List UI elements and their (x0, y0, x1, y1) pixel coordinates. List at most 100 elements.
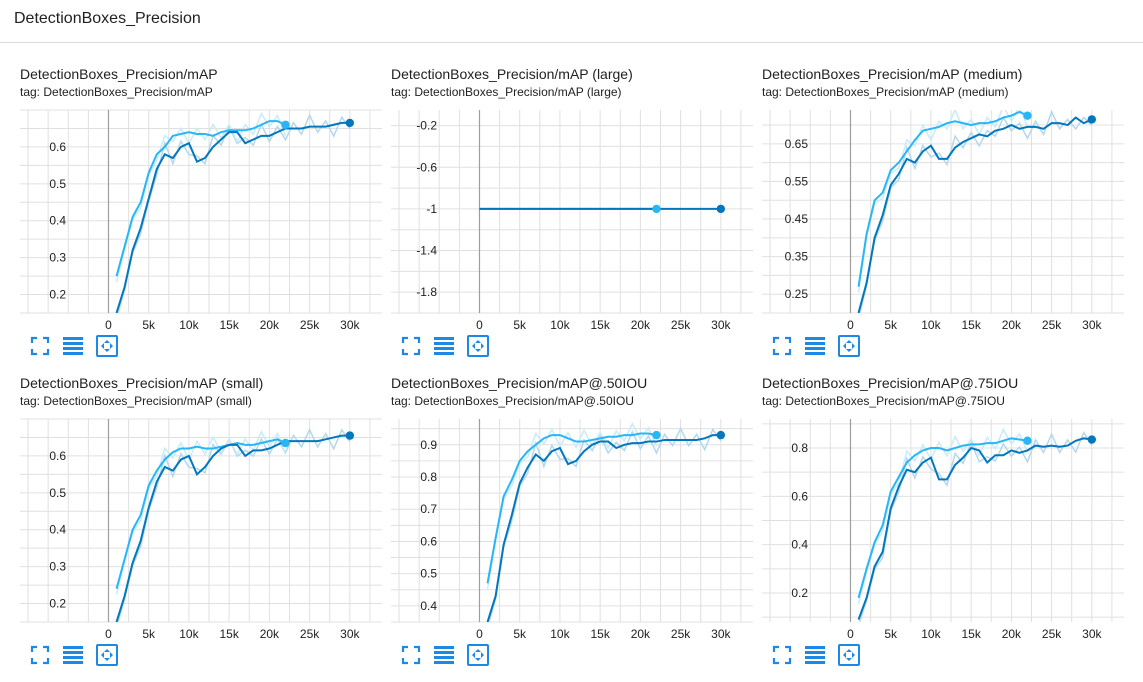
x-tick-label: 25k (1042, 627, 1062, 641)
y-tick-label: 0.9 (420, 438, 437, 452)
y-tick-label: -1 (426, 202, 437, 216)
chart-title: DetectionBoxes_Precision/mAP (medium) (762, 66, 1023, 82)
data-list-icon[interactable] (805, 337, 825, 355)
x-tick-label: 25k (1042, 318, 1062, 332)
fit-domain-icon[interactable] (467, 644, 489, 666)
chart-title: DetectionBoxes_Precision/mAP (large) (391, 66, 633, 82)
series-end-point-run1[interactable] (716, 204, 726, 214)
x-tick-label: 0 (476, 318, 483, 332)
x-tick-label: 0 (847, 318, 854, 332)
y-tick-label: 0.3 (49, 251, 66, 265)
x-tick-label: 0 (105, 318, 112, 332)
fullscreen-icon[interactable] (401, 645, 421, 665)
series-end-point-run2[interactable] (652, 430, 661, 440)
fit-domain-icon[interactable] (838, 644, 860, 666)
fullscreen-icon[interactable] (772, 336, 792, 356)
fullscreen-icon[interactable] (30, 645, 50, 665)
x-tick-label: 0 (476, 627, 483, 641)
y-tick-label: 0.6 (420, 534, 437, 548)
x-tick-label: 10k (550, 627, 570, 641)
raw-line-run1 (488, 426, 722, 622)
series-line-run1 (115, 121, 350, 313)
chart-toolbar (30, 335, 118, 357)
y-tick-label: 0.6 (49, 140, 66, 154)
chart-tag: tag: DetectionBoxes_Precision/mAP (mediu… (762, 85, 1009, 99)
chart-card: DetectionBoxes_Precision/mAP@.75IOU tag: … (762, 375, 1132, 675)
x-tick-label: 15k (219, 627, 239, 641)
chart-title: DetectionBoxes_Precision/mAP@.50IOU (391, 375, 648, 391)
chart-plot[interactable]: 0.2 0.3 0.4 0.5 0.6 0 5k 10k 15k 20k 25k 30k (20, 66, 390, 366)
chart-plot[interactable]: -0.2 -0.6 -1 -1.4 -1.8 0 5k 10k 15k 20k 25k 30k (391, 66, 761, 366)
y-tick-label: 0.4 (791, 538, 808, 552)
x-tick-label: 10k (179, 318, 199, 332)
x-tick-label: 15k (590, 318, 610, 332)
y-tick-label: 0.2 (49, 288, 66, 302)
fit-domain-icon[interactable] (838, 335, 860, 357)
y-tick-label: 0.6 (49, 449, 66, 463)
x-tick-label: 30k (340, 318, 360, 332)
x-tick-label: 20k (260, 318, 280, 332)
raw-line-run2 (486, 422, 658, 590)
series-line-run2 (857, 110, 1028, 287)
x-tick-label: 20k (1002, 627, 1022, 641)
fullscreen-icon[interactable] (30, 336, 50, 356)
x-tick-label: 5k (513, 318, 527, 332)
fit-domain-icon[interactable] (96, 335, 118, 357)
fit-domain-icon[interactable] (467, 335, 489, 357)
raw-line-run1 (858, 431, 1093, 622)
series-end-point-run2[interactable] (1023, 436, 1032, 445)
data-list-icon[interactable] (434, 337, 454, 355)
x-tick-label: 25k (671, 627, 691, 641)
series-end-point-run1[interactable] (345, 118, 355, 128)
x-tick-label: 30k (711, 318, 731, 332)
x-tick-label: 10k (179, 627, 199, 641)
chart-toolbar (30, 644, 118, 666)
series-end-point-run2[interactable] (1023, 111, 1032, 120)
data-list-icon[interactable] (434, 646, 454, 664)
y-tick-label: 0.7 (420, 502, 437, 516)
data-list-icon[interactable] (63, 337, 83, 355)
chart-tag: tag: DetectionBoxes_Precision/mAP (20, 85, 213, 99)
y-tick-label: 0.55 (785, 174, 809, 188)
chart-tag: tag: DetectionBoxes_Precision/mAP (large… (391, 85, 622, 99)
chart-plot[interactable]: 0.4 0.5 0.6 0.7 0.8 0.9 0 5k 10k 15k 20k 25k 30k (391, 375, 761, 675)
y-tick-label: -0.2 (416, 119, 437, 133)
chart-title: DetectionBoxes_Precision/mAP (20, 66, 218, 82)
series-line-run1 (857, 437, 1092, 620)
chart-plot[interactable]: 0.2 0.3 0.4 0.5 0.6 0 5k 10k 15k 20k 25k 30k (20, 375, 390, 675)
fit-domain-icon[interactable] (96, 644, 118, 666)
series-end-point-run2[interactable] (281, 120, 290, 129)
x-tick-label: 10k (921, 318, 941, 332)
y-tick-label: 0.45 (785, 212, 809, 226)
series-end-point-run2[interactable] (652, 204, 661, 214)
x-tick-label: 10k (550, 318, 570, 332)
x-tick-label: 25k (300, 627, 320, 641)
fullscreen-icon[interactable] (401, 336, 421, 356)
series-line-run2 (486, 432, 657, 584)
x-tick-label: 5k (142, 318, 156, 332)
chart-plot[interactable]: 0.2 0.4 0.6 0.8 0 5k 10k 15k 20k 25k 30k (762, 375, 1132, 675)
series-end-point-run2[interactable] (281, 438, 290, 448)
series-end-point-run1[interactable] (1087, 435, 1097, 444)
x-tick-label: 20k (631, 627, 651, 641)
chart-card: DetectionBoxes_Precision/mAP (small) tag:… (20, 375, 390, 675)
series-end-point-run1[interactable] (1087, 115, 1097, 124)
chart-plot[interactable]: 0.25 0.35 0.45 0.55 0.65 0 5k 10k 15k 20k 25k 30k (762, 66, 1132, 366)
chart-card: DetectionBoxes_Precision/mAP@.50IOU tag: … (391, 375, 761, 675)
page-title: DetectionBoxes_Precision (14, 10, 201, 27)
chart-toolbar (772, 335, 860, 357)
y-tick-label: -1.4 (416, 244, 437, 258)
x-tick-label: 20k (1002, 318, 1022, 332)
chart-toolbar (772, 644, 860, 666)
data-list-icon[interactable] (63, 646, 83, 664)
x-tick-label: 5k (884, 318, 898, 332)
chart-tag: tag: DetectionBoxes_Precision/mAP@.50IOU (391, 394, 634, 408)
y-tick-label: 0.25 (785, 287, 809, 301)
series-line-run2 (115, 120, 286, 277)
y-tick-label: 0.6 (791, 489, 808, 503)
series-end-point-run1[interactable] (716, 430, 726, 440)
data-list-icon[interactable] (805, 646, 825, 664)
page-header: DetectionBoxes_Precision (0, 0, 1143, 43)
series-end-point-run1[interactable] (345, 431, 355, 440)
fullscreen-icon[interactable] (772, 645, 792, 665)
